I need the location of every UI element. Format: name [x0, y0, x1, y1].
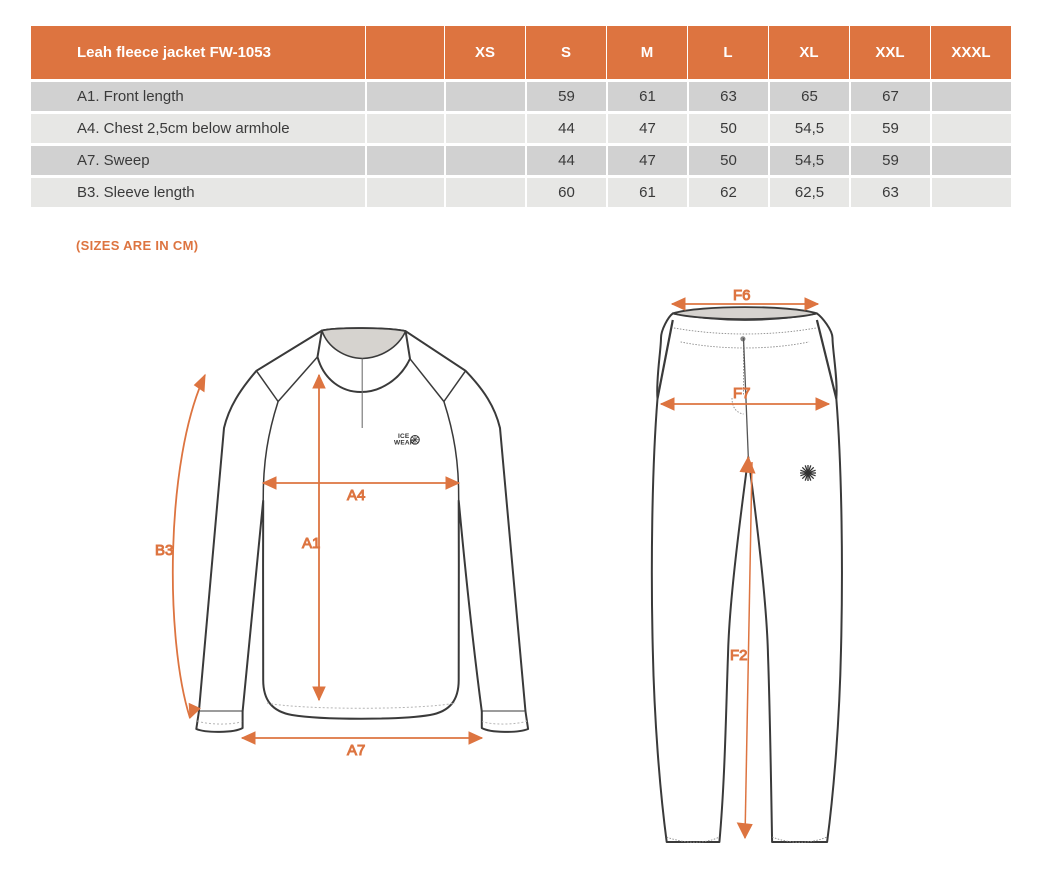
svg-text:A1: A1 — [302, 535, 320, 552]
svg-text:F2: F2 — [730, 647, 748, 664]
svg-text:A4: A4 — [347, 487, 365, 504]
svg-text:A7: A7 — [347, 742, 365, 759]
svg-text:F6: F6 — [733, 287, 751, 304]
svg-text:F7: F7 — [733, 385, 751, 402]
svg-text:B3: B3 — [155, 542, 173, 559]
